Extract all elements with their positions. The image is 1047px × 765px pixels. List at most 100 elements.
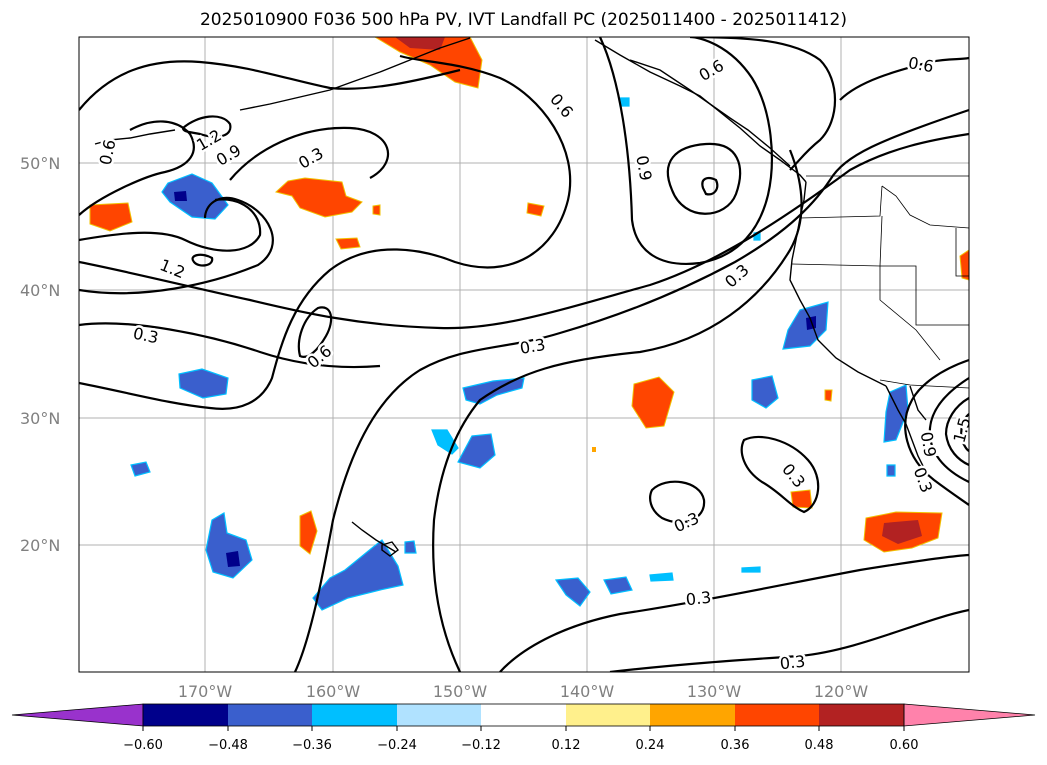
colorbar-extend-low (11, 703, 144, 727)
colorbar-outline (142, 703, 905, 727)
colorbar-tick-label: 0.24 (636, 738, 665, 753)
pv-contour (609, 608, 969, 672)
anomaly-negative (161, 173, 229, 220)
pv-contour (229, 126, 389, 181)
coastline-baja (885, 385, 929, 477)
anomaly-positive (299, 510, 318, 555)
pv-contour (904, 358, 969, 506)
pv-contour (944, 397, 969, 467)
pv-contour (499, 553, 969, 672)
pv-contour (599, 37, 773, 265)
colorbar-tick-label: 0.36 (721, 738, 750, 753)
colorbar-bin (566, 704, 650, 726)
coastline-hawaii (351, 521, 397, 553)
anomaly-positive (89, 202, 133, 232)
anomaly-negative (174, 191, 187, 201)
anomaly-positive (395, 37, 445, 50)
pv-contour (666, 142, 742, 215)
border-nv (880, 265, 969, 326)
colorbar-tick-label: 0.48 (805, 738, 834, 753)
latitude-labels: 50°N 40°N 30°N 20°N (20, 154, 60, 555)
lat-label-30: 30°N (20, 409, 60, 428)
colorbar-tick-label: 0.12 (552, 738, 581, 753)
coastline-hawaii-island (381, 541, 399, 557)
colorbar-bin (228, 704, 312, 726)
contour-label: 0.3 (685, 588, 712, 610)
anomaly-negative (649, 572, 674, 582)
pv-contour (960, 413, 969, 452)
colorbar-bin (819, 704, 904, 726)
colorbar-extend-high (903, 703, 1036, 727)
pv-contour (79, 132, 969, 330)
lon-label-130w: 130°W (687, 682, 742, 701)
anomaly-negative (886, 464, 896, 477)
coastline-alaska (239, 37, 471, 111)
border-ca-nv (879, 266, 941, 361)
pv-contour (297, 306, 333, 358)
pv-contour (191, 253, 214, 267)
anomaly-positive (959, 249, 969, 281)
coastline-alaska-panhandle (594, 39, 807, 183)
map-border (78, 36, 970, 673)
pv-contour (79, 54, 572, 410)
pv-contour (79, 322, 381, 369)
longitude-labels: 170°W 160°W 150°W 140°W 130°W 120°W (178, 682, 869, 701)
pv-contour (928, 377, 969, 483)
colorbar-tick-label: −0.60 (123, 738, 163, 753)
anomaly-positive (790, 489, 813, 509)
anomaly-negative (883, 384, 909, 443)
contour-label: 0.6 (907, 53, 935, 76)
pv-contour (740, 435, 820, 514)
pv-contour (79, 198, 262, 252)
colorbar-bin (650, 704, 735, 726)
anomaly-positive (274, 177, 363, 218)
pv-contour (294, 108, 969, 672)
anomaly-negative (741, 566, 761, 573)
colorbar-bin (481, 704, 566, 726)
colorbar-tick-label: −0.36 (292, 738, 332, 753)
anomaly-negative (226, 551, 240, 567)
anomaly-positive (372, 204, 381, 216)
pv-contour (79, 120, 195, 216)
pv-contours (79, 37, 969, 672)
border-wa-or (799, 185, 883, 219)
anomaly-positive (374, 37, 483, 89)
colorbar-bin (397, 704, 481, 726)
pv-contour (699, 37, 837, 171)
anomaly-negative (603, 576, 633, 595)
colorbar-tick-label: −0.24 (377, 738, 417, 753)
colorbar-tick-label: 0.60 (890, 738, 919, 753)
colorbar-bin (312, 704, 397, 726)
lat-label-50: 50°N (20, 154, 60, 173)
anomaly-positive (824, 389, 833, 402)
contour-label-group: 0.6 1.2 0.9 0.3 1.2 0.3 0.6 0.3 0.6 0.9 … (93, 51, 977, 676)
anomaly-negative (205, 512, 253, 579)
anomaly-negative (554, 577, 591, 607)
colorbar-tick-label: −0.48 (208, 738, 248, 753)
lat-label-20: 20°N (20, 536, 60, 555)
colorbar-bin (143, 704, 228, 726)
anomaly-positive (882, 520, 922, 544)
anomaly-negative (178, 368, 229, 399)
coastline-gulf-california (909, 385, 927, 421)
lat-label-40: 40°N (20, 281, 60, 300)
colorbar-tick-label: −0.12 (461, 738, 501, 753)
negative-anomaly-fills (130, 97, 909, 611)
border-id (881, 185, 969, 229)
pv-contour (181, 115, 232, 138)
border-us-mexico (879, 379, 969, 389)
pv-contour (701, 177, 719, 196)
anomaly-positive (526, 202, 545, 217)
pv-contour (839, 56, 969, 101)
anomaly-negative (751, 375, 779, 409)
border-ut (955, 228, 969, 277)
lon-label-160w: 160°W (306, 682, 361, 701)
lon-label-120w: 120°W (814, 682, 869, 701)
anomaly-negative (404, 540, 417, 554)
anomaly-negative (130, 461, 151, 477)
anomaly-positive (592, 447, 596, 452)
coastline-aleutians (94, 129, 176, 145)
pv-contour (79, 60, 461, 111)
pv-contour (432, 149, 803, 672)
